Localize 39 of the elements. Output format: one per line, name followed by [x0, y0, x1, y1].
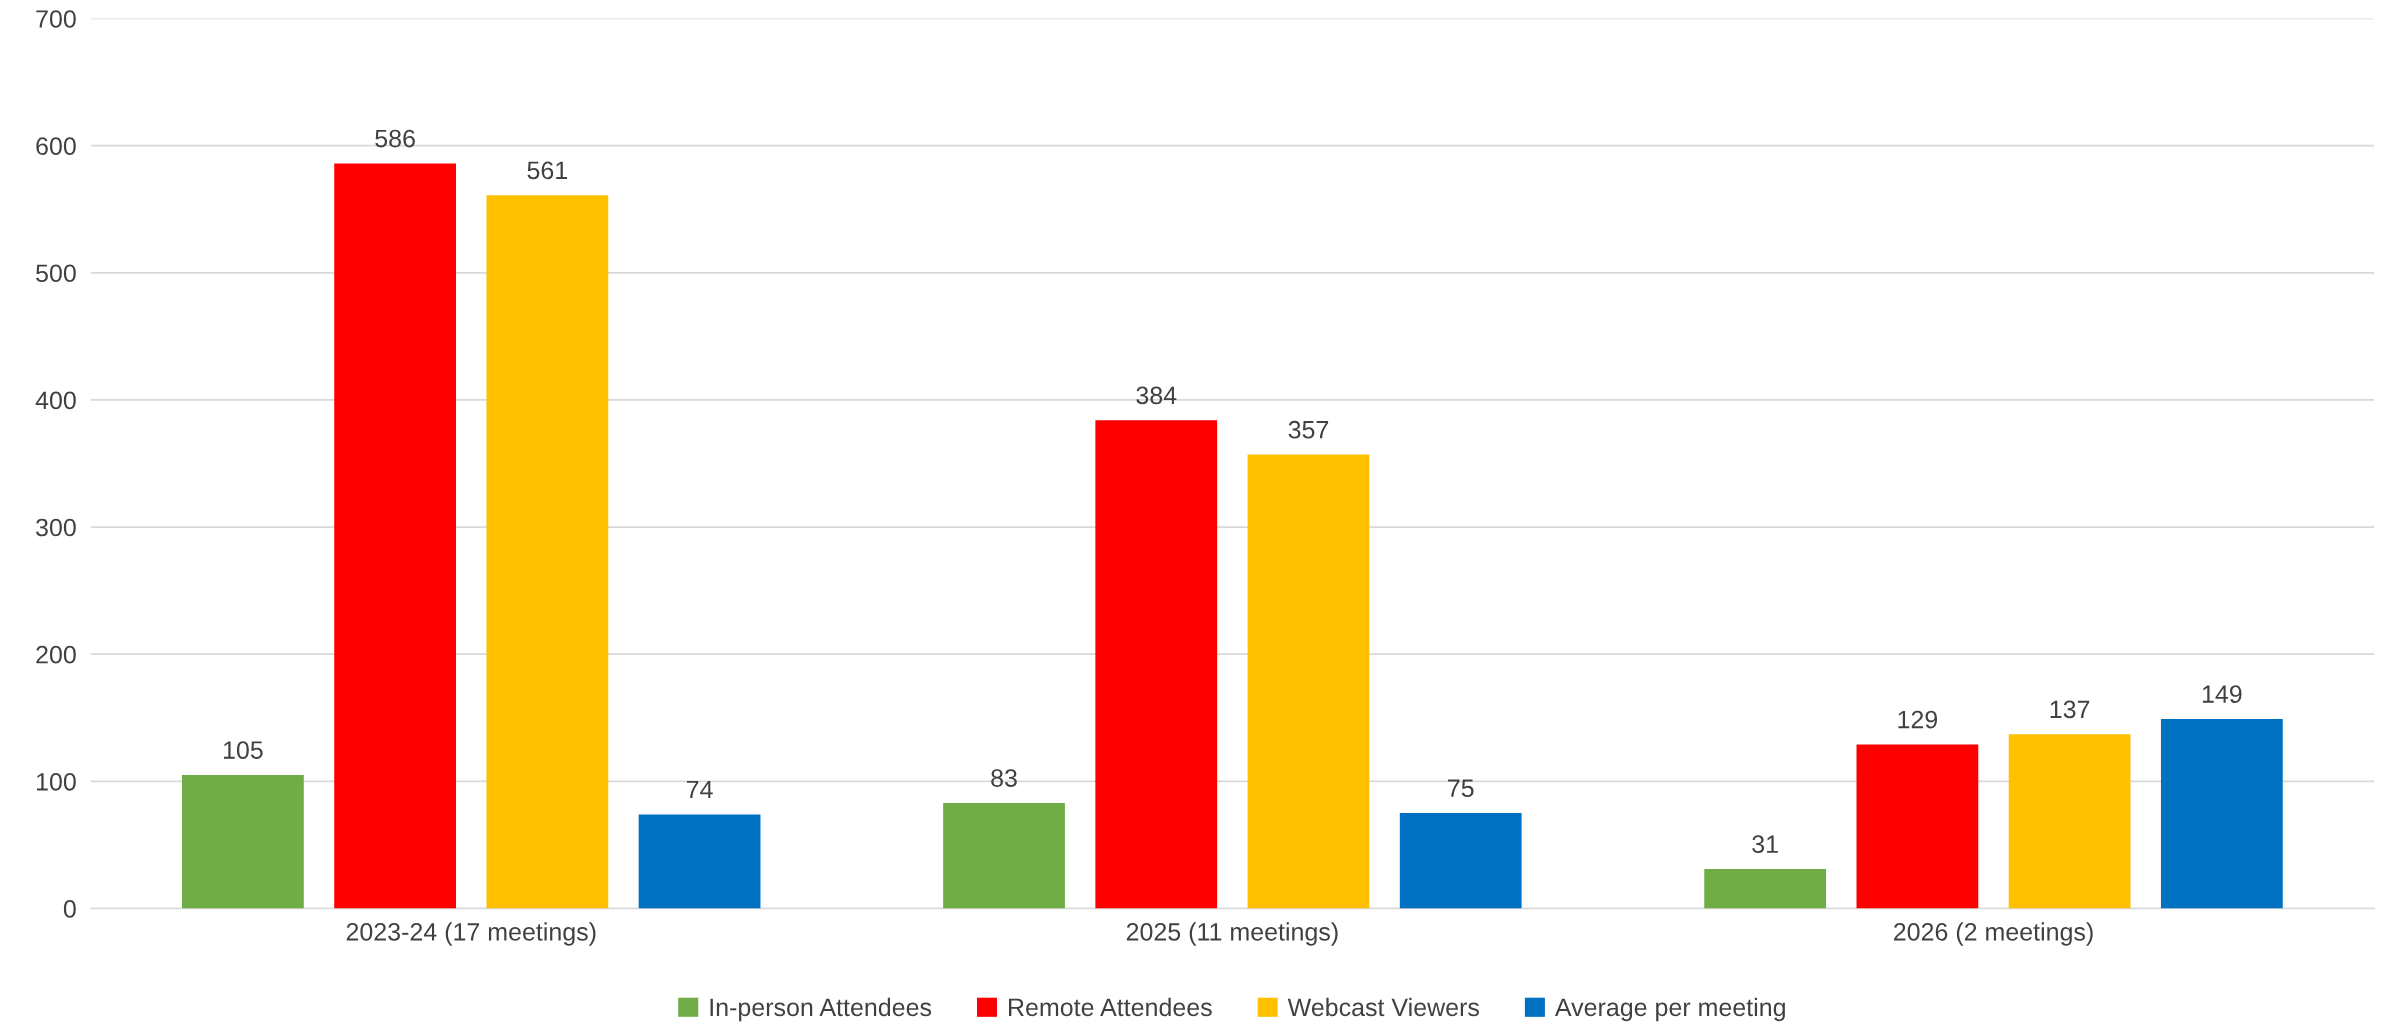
data-label: 74 [686, 780, 713, 799]
data-label: 384 [1136, 386, 1177, 405]
data-label: 105 [223, 741, 263, 759]
data-label: 561 [527, 161, 567, 180]
legend-label: Average per meeting [1554, 997, 1785, 1022]
bar [638, 814, 761, 909]
bar [1399, 813, 1522, 909]
y-tick-label: 500 [36, 264, 76, 283]
bar [182, 774, 304, 909]
y-tick-label: 600 [36, 137, 76, 155]
bar [1095, 420, 1218, 909]
data-label: 31 [1752, 835, 1778, 853]
x-tick-label: 2026 (2 meetings) [1894, 922, 2093, 946]
data-label: 75 [1448, 779, 1474, 798]
bar [2008, 734, 2131, 909]
data-label: 149 [2202, 685, 2242, 703]
legend-label: Webcast Viewers [1287, 997, 1479, 1017]
bar [2160, 719, 2283, 909]
data-label: 83 [991, 769, 1017, 787]
y-tick-label: 400 [35, 391, 76, 410]
bar [334, 163, 457, 909]
bar [1856, 744, 1979, 909]
legend-label: Remote Attendees [1009, 997, 1212, 1017]
data-label: 129 [1898, 710, 1938, 729]
y-tick-label: 200 [36, 645, 76, 664]
y-tick-label: 100 [36, 772, 76, 791]
bar [486, 195, 609, 909]
y-tick-label: 300 [36, 518, 76, 537]
data-label: 137 [2050, 700, 2090, 719]
data-label: 357 [1288, 420, 1329, 439]
data-label: 586 [375, 129, 415, 148]
y-tick-label: 700 [36, 10, 76, 28]
bar [1247, 454, 1370, 909]
bar [943, 802, 1065, 909]
x-tick-label: 2023-24 (17 meetings) [346, 922, 596, 946]
x-tick-label: 2025 (11 meetings) [1126, 922, 1338, 946]
legend-label: In-person Attendees [710, 997, 932, 1022]
y-tick-label: 0 [63, 900, 76, 918]
bar [1704, 869, 1827, 909]
